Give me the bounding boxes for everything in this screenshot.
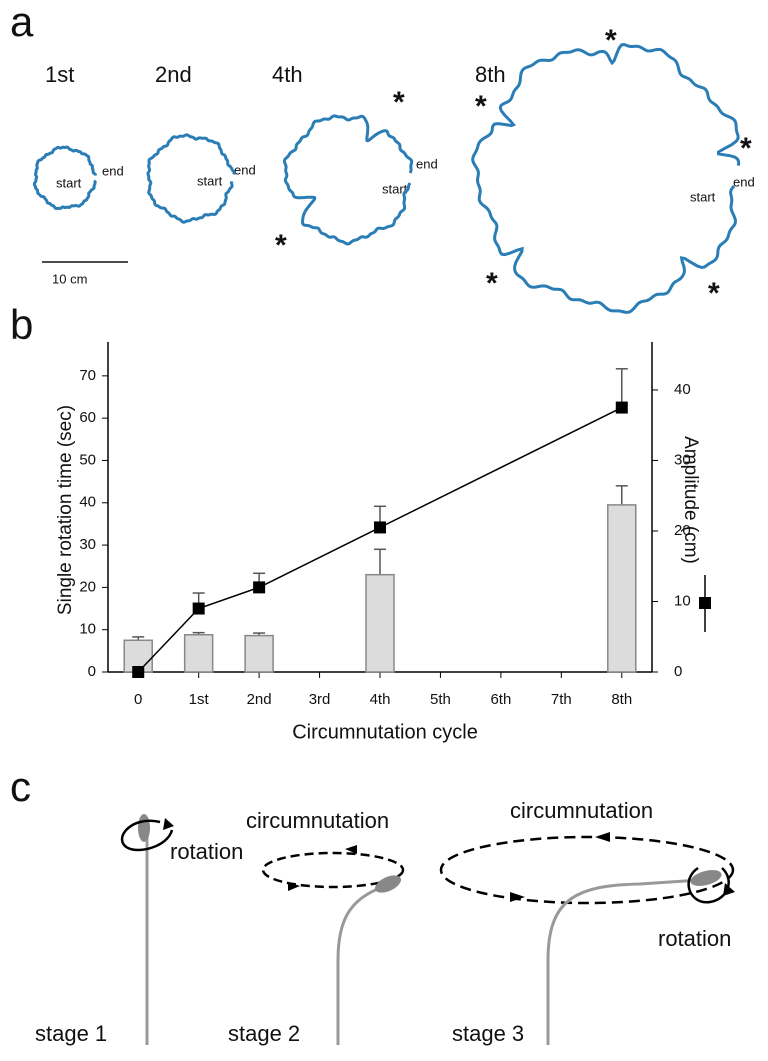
panel-label: b — [10, 301, 33, 348]
y-tick-label: 30 — [79, 536, 96, 553]
rotation-label: rotation — [170, 839, 243, 864]
error-bar — [615, 368, 628, 408]
stage-label: stage 2 — [228, 1021, 300, 1046]
marker — [253, 581, 266, 594]
star: * — [605, 24, 617, 57]
y2-tick-label: 30 — [674, 451, 691, 468]
x-tick-label: 8th — [611, 691, 632, 708]
x-tick-label: 2nd — [247, 691, 272, 708]
scale-label: 10 cm — [52, 271, 87, 286]
start-label: start — [382, 181, 408, 196]
x-tick-label: 7th — [551, 691, 572, 708]
y-tick-label: 60 — [79, 409, 96, 426]
x-tick-label: 6th — [490, 691, 511, 708]
y2-axis-label: Amplitude (cm) — [680, 436, 701, 564]
bar — [365, 573, 395, 673]
end-label: end — [733, 174, 755, 189]
y2-tick-label: 40 — [674, 381, 691, 398]
x-tick-label: 0 — [134, 691, 142, 708]
y-tick-label: 10 — [79, 621, 96, 638]
y-axis-label: Single rotation time (sec) — [55, 405, 76, 615]
star: * — [740, 132, 752, 165]
cycle-label: 4th — [272, 62, 303, 87]
start-label: start — [690, 189, 716, 204]
error-bar — [615, 485, 628, 505]
trajectory — [146, 133, 236, 224]
x-tick-label: 1st — [189, 691, 210, 708]
star: * — [486, 267, 498, 300]
x-tick-label: 5th — [430, 691, 451, 708]
error-bar — [374, 548, 386, 575]
diagram — [120, 814, 735, 1045]
x-axis-label: Circumnutation cycle — [292, 721, 478, 743]
marker — [374, 521, 386, 534]
chart: 0 10 20 30 40 50 60 70 0 10 20 30 40 0 1st 2nd 3rd 4th 5th… — [79, 342, 691, 708]
star: * — [393, 86, 405, 119]
y2-tick-label: 20 — [674, 522, 691, 539]
star: * — [475, 90, 487, 123]
trajectory — [471, 42, 741, 314]
marker — [192, 602, 205, 615]
x-tick-label: 3rd — [309, 691, 331, 708]
stage-label: stage 3 — [452, 1021, 524, 1046]
y-tick-label: 50 — [79, 451, 96, 468]
circumnutation-label: circumnutation — [510, 798, 653, 823]
cycle-label: 1st — [45, 62, 74, 87]
end-label: end — [102, 163, 124, 178]
panel-label: c — [10, 763, 31, 810]
star: * — [275, 229, 287, 262]
legend-marker — [699, 597, 711, 609]
y-tick-label: 0 — [88, 663, 96, 680]
panel-label: a — [10, 0, 34, 45]
y-tick-label: 70 — [79, 367, 96, 384]
cycle-label: 8th — [475, 62, 506, 87]
circumnutation-label: circumnutation — [246, 808, 389, 833]
start-label: start — [197, 173, 223, 188]
trajectories — [32, 42, 741, 314]
y2-tick-label: 10 — [674, 592, 691, 609]
rotation-label: rotation — [658, 926, 731, 951]
start-label: start — [56, 175, 82, 190]
star: * — [708, 277, 720, 310]
trajectory — [282, 114, 414, 246]
bar — [607, 504, 637, 673]
bar — [244, 634, 274, 673]
marker — [132, 666, 145, 678]
stage-label: stage 1 — [35, 1021, 107, 1046]
end-label: end — [234, 162, 256, 177]
trajectory — [32, 145, 98, 211]
y-tick-label: 40 — [79, 494, 96, 511]
marker — [615, 401, 628, 414]
cycle-label: 2nd — [155, 62, 192, 87]
end-label: end — [416, 156, 438, 171]
y2-tick-label: 0 — [674, 663, 682, 680]
y-tick-label: 20 — [79, 578, 96, 595]
bar — [183, 634, 214, 673]
x-tick-label: 4th — [370, 691, 391, 708]
